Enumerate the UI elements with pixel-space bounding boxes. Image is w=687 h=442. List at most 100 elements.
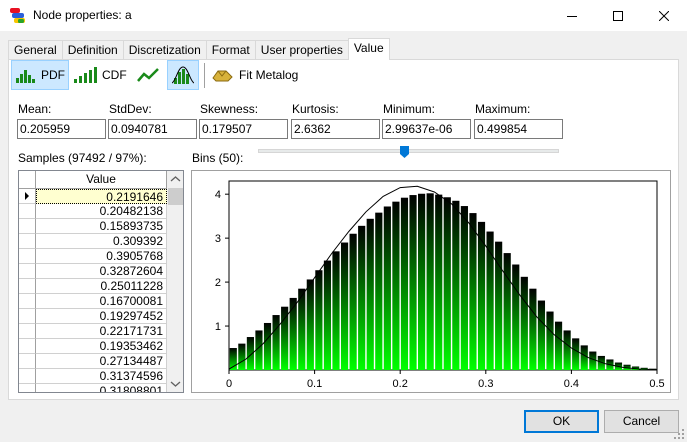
bins-slider-thumb[interactable] [400,146,410,158]
row-indicator[interactable] [19,279,36,294]
y-tick-label: 2 [215,277,221,289]
y-tick-label: 1 [215,321,221,333]
histogram-bar [580,345,588,370]
tab-discretization[interactable]: Discretization [122,40,207,60]
samples-grid[interactable]: Value 0.2191646 0.20482138 0.15893735 0.309… [18,170,184,393]
table-cell[interactable]: 0.31374596 [36,369,167,384]
histogram-bar [400,197,409,370]
pdf-bars-icon [16,70,35,83]
fit-metalog-label: Fit Metalog [239,68,299,82]
toolbar-separator [204,63,205,88]
table-cell[interactable]: 0.19297452 [36,309,167,324]
column-header-value[interactable]: Value [36,171,167,189]
table-cell[interactable]: 0.31808801 [36,384,167,392]
x-tick-label: 0.3 [478,378,493,390]
histogram-bar [563,330,571,370]
row-indicator[interactable] [19,339,36,354]
samples-label: Samples (97492 / 97%): [18,151,147,165]
maximum-field[interactable]: 0.499854 [474,119,563,139]
table-cell[interactable]: 0.309392 [36,234,167,249]
scroll-down-icon[interactable] [167,375,184,392]
histogram-bar [495,241,503,370]
histogram-bar [246,337,254,370]
histogram-bar [383,206,391,370]
table-cell[interactable]: 0.2191646 [36,189,167,204]
histogram-bar [597,355,605,370]
minimum-label: Minimum: [383,102,436,116]
minimum-field[interactable]: 2.99637e-06 [382,119,471,139]
tab-definition[interactable]: Definition [61,40,124,60]
samples-scrollbar[interactable] [167,171,184,392]
scroll-up-icon[interactable] [167,171,184,188]
cdf-button[interactable]: CDF [72,60,130,90]
histogram-bar [255,330,263,370]
histogram-bar [298,288,306,370]
row-indicator[interactable] [19,309,36,324]
histogram-bar [546,311,554,370]
y-tick-label: 4 [215,189,221,201]
stddev-label: StdDev: [109,102,152,116]
pdf-button[interactable]: PDF [11,60,69,90]
maximize-icon [613,10,623,21]
maximize-button[interactable] [595,0,641,31]
histogram-bar [409,195,417,370]
row-indicator[interactable] [19,384,36,392]
row-indicator[interactable] [19,189,36,204]
tab-general[interactable]: General [8,40,63,60]
y-tick-label: 3 [215,233,221,245]
histogram-bar [443,197,451,370]
histogram-bar [229,348,237,370]
tab-format[interactable]: Format [205,40,256,60]
cancel-button[interactable]: Cancel [604,410,679,433]
pdf-label: PDF [41,68,65,82]
close-icon [659,10,669,21]
histogram-bar [272,315,280,370]
resize-grip-icon[interactable] [674,429,684,439]
row-indicator[interactable] [19,204,36,219]
table-cell[interactable]: 0.25011228 [36,279,167,294]
scroll-thumb[interactable] [168,188,183,205]
table-cell[interactable]: 0.20482138 [36,204,167,219]
table-cell[interactable]: 0.3905768 [36,249,167,264]
row-indicator[interactable] [19,369,36,384]
table-cell[interactable]: 0.16700081 [36,294,167,309]
grid-corner [19,171,36,189]
tab-value[interactable]: Value [347,38,390,60]
fit-metalog-button[interactable]: Fit Metalog [210,60,306,90]
x-tick-label: 0.2 [393,378,408,390]
histogram-bar [529,288,537,370]
stddev-field[interactable]: 0.0940781 [108,119,197,139]
histogram-bar [572,338,580,370]
row-indicator[interactable] [19,354,36,369]
histogram-bar [486,231,494,370]
row-indicator[interactable] [19,324,36,339]
row-indicator[interactable] [19,234,36,249]
table-cell[interactable]: 0.32872604 [36,264,167,279]
minimize-button[interactable] [549,0,595,31]
mean-field[interactable]: 0.205959 [17,119,106,139]
histogram-bar [238,343,246,370]
histogram-bar [340,242,349,370]
table-cell[interactable]: 0.19353462 [36,339,167,354]
histogram-bar [306,279,314,370]
line-chart-button[interactable] [133,60,163,90]
skewness-field[interactable]: 0.179507 [199,119,288,139]
table-cell[interactable]: 0.15893735 [36,219,167,234]
row-indicator[interactable] [19,219,36,234]
ok-button[interactable]: OK [524,410,599,433]
row-indicator[interactable] [19,294,36,309]
row-indicator[interactable] [19,264,36,279]
row-indicator[interactable] [19,249,36,264]
histogram-curve-button[interactable] [167,60,199,90]
table-cell[interactable]: 0.27134487 [36,354,167,369]
histogram-bar [426,193,434,370]
tab-user-properties[interactable]: User properties [254,40,349,60]
app-icon [10,8,25,23]
histogram-bar [469,213,477,370]
kurtosis-field[interactable]: 2.6362 [291,119,380,139]
histogram-bar [452,200,460,370]
density-curve [228,185,658,371]
close-button[interactable] [641,0,687,31]
table-cell[interactable]: 0.22171731 [36,324,167,339]
x-tick-label: 0.5 [649,378,664,390]
